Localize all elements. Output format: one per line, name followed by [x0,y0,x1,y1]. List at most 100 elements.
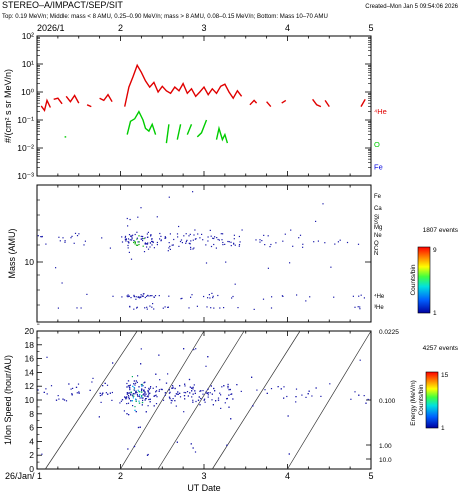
mid-event-dot [142,240,144,242]
mid-event-dot [358,295,360,297]
mid-event-dot [129,239,131,241]
bot-event-dot [358,394,360,396]
mid-event-dot [144,296,146,299]
bot-event-dot [143,390,145,392]
ion-label: S [374,220,378,226]
top-x-tick-label: 4 [285,23,290,33]
ion-label: Si [374,215,379,221]
mid-event-dot [153,247,155,249]
bot-event-dot [192,401,194,403]
mid-event-dot [352,295,354,297]
bot-colorbar-min-label: 1 [441,425,445,432]
mid-event-dot [183,235,185,237]
bot-y-tick-label: 6 [29,423,34,433]
bot-event-dot [144,395,146,397]
mid-event-dot [234,244,236,246]
bot-event-dot [287,415,289,417]
mid-event-dot [162,307,164,309]
bot-event-dot [186,391,189,393]
bot-event-dot [365,402,367,404]
bot-event-dot [230,418,232,420]
bot-event-dot [363,395,365,397]
bot-event-dot [155,403,158,405]
series-4he-line [249,99,258,106]
ion-label: ⁴He [374,293,385,300]
bot-event-dot [144,394,146,396]
mid-event-dot [133,240,135,242]
bot-event-dot [354,391,356,393]
bot-event-dot [169,397,171,400]
bot-event-dot [359,359,361,361]
bot-event-dot [143,393,145,395]
mid-event-dot [137,244,139,246]
mid-event-dot [86,293,88,295]
mid-event-dot [209,229,211,231]
bot-event-dot [228,389,230,391]
bot-event-dot [132,385,134,387]
bot-y-axis-label: 1/Ion Speed (hour/AU) [3,355,13,445]
bot-event-dot [134,406,136,408]
mid-event-dot [210,245,213,248]
bot-x-tick-label: 3 [201,471,206,481]
series-o-line [196,119,208,138]
mid-event-dot [209,297,211,299]
bot-event-dot [128,385,130,387]
bot-event-dot [227,383,229,385]
bot-event-dot [137,426,140,429]
bot-event-dot [264,389,266,391]
bot-event-dot [141,401,144,404]
top-y-tick-label: 10⁻³ [17,171,34,181]
bot-event-dot [172,398,174,400]
bot-event-dot [70,388,72,390]
bot-event-dot [217,399,220,401]
bot-event-dot [230,393,232,395]
mid-event-dot [269,246,271,248]
bot-event-dot [92,377,94,379]
mid-event-dot [213,307,215,309]
mid-event-dot [154,295,157,297]
mid-event-dot [359,308,361,310]
bot-event-dot [141,395,143,397]
mid-event-dot [132,234,134,236]
bot-event-dot [135,392,137,394]
bot-event-dot [133,380,135,382]
series-o-line [176,124,182,140]
mid-event-dot [206,306,208,308]
top-y-tick-label: 10⁻¹ [17,115,34,125]
bot-event-dot [155,373,157,375]
mid-event-dot [270,243,272,246]
top-y-tick-label: 10⁻² [17,143,34,153]
bot-event-dot [138,400,140,402]
bot-event-dot [127,448,129,450]
mid-event-dot [143,238,145,240]
series-4he-line [40,98,52,113]
mid-event-dot [167,306,169,308]
bot-event-dot [58,398,60,400]
mid-event-dot [185,233,187,235]
bot-event-dot [136,381,138,383]
mid-event-dot [205,244,207,246]
mid-event-dot [146,233,148,235]
mid-event-dot [211,292,213,294]
bot-event-dot [301,394,303,396]
middle-panel-frame [36,184,372,323]
mid-event-dot [357,306,359,308]
mid-event-dot [127,238,130,240]
bot-event-dot [172,386,174,388]
bot-event-dot [135,398,137,400]
bot-event-dot [170,399,172,401]
bot-event-dot [236,384,238,386]
mid-event-dot [146,306,148,308]
mid-event-dot [133,294,135,296]
bot-y-tick-label: 14 [25,367,35,377]
bot-event-dot [147,395,149,397]
mid-event-dot [127,296,129,298]
mid-event-dot [219,307,221,309]
bot-right-tick-label: 0.0225 [379,329,399,336]
mid-event-dot [156,216,158,218]
mid-event-dot [168,247,170,249]
bot-event-dot [192,399,194,401]
bot-event-dot [189,386,191,388]
bot-event-dot [41,453,43,455]
